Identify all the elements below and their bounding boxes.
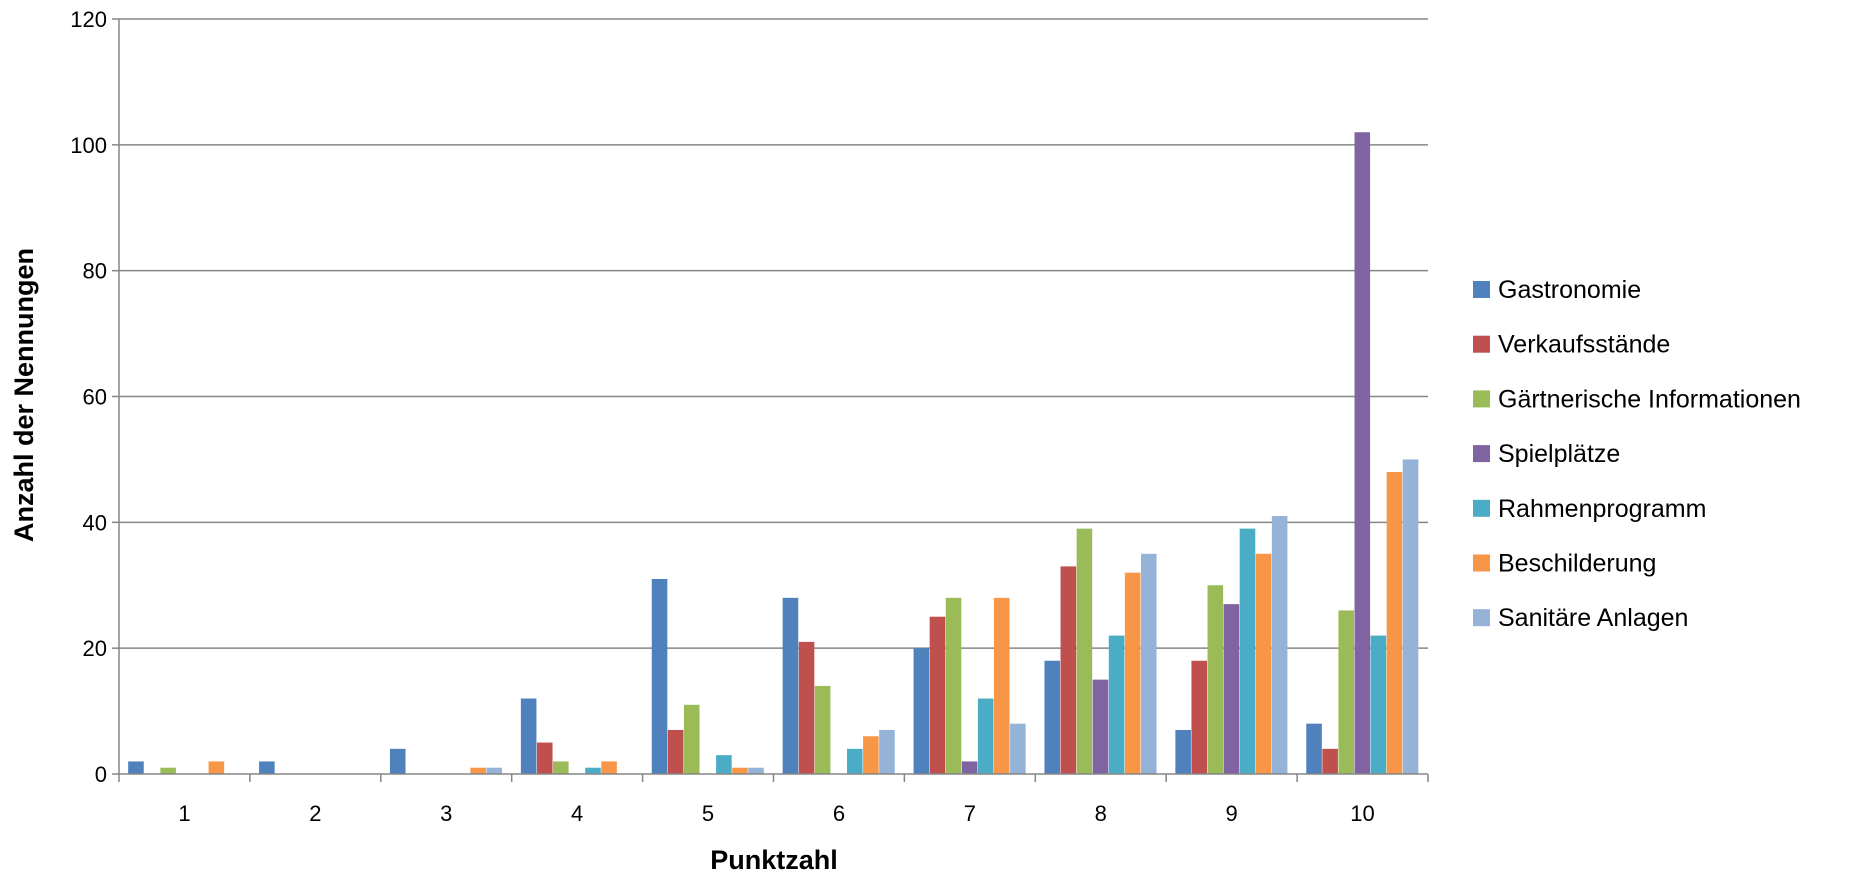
bar [1060, 566, 1077, 775]
legend-swatch [1473, 445, 1490, 463]
x-tick-label: 6 [833, 801, 845, 826]
bar [929, 616, 946, 774]
bar [1354, 132, 1371, 774]
bar [945, 597, 962, 774]
bar [1124, 572, 1141, 774]
legend-label: Spielplätze [1498, 440, 1620, 468]
bar [1044, 660, 1061, 774]
bar [1223, 604, 1240, 775]
legend-swatch [1473, 554, 1490, 572]
x-axis-title: Punktzahl [710, 845, 838, 875]
bar [585, 767, 601, 774]
bar [520, 698, 537, 774]
legend: Gastronomie Verkaufsstände Gärtnerische In… [1473, 276, 1801, 632]
bar [1108, 635, 1125, 774]
bar [1191, 660, 1208, 774]
x-tick-label: 2 [309, 801, 321, 826]
bars [128, 132, 1419, 775]
legend-label: Sanitäre Anlagen [1498, 604, 1688, 632]
bar [961, 761, 978, 774]
gridlines [119, 18, 1428, 649]
bar [259, 761, 275, 774]
bar [1402, 459, 1419, 774]
y-tick-label: 120 [70, 7, 107, 32]
x-tick-label: 7 [964, 801, 976, 826]
bar [1140, 553, 1157, 774]
bar [683, 704, 700, 774]
bar [601, 761, 617, 774]
legend-swatch [1473, 390, 1490, 408]
y-tick-label: 40 [83, 510, 107, 535]
bar [863, 736, 879, 774]
y-tick-label: 20 [83, 636, 107, 661]
legend-label: Gärtnerische Informationen [1498, 385, 1801, 413]
legend-label: Verkaufsstände [1498, 331, 1670, 359]
bar [1370, 635, 1387, 774]
y-tick-label: 0 [95, 762, 107, 787]
bar [651, 578, 668, 774]
bar [1386, 472, 1403, 774]
x-tick-label: 10 [1350, 801, 1374, 826]
x-tick-label: 4 [571, 801, 583, 826]
bar [798, 641, 815, 775]
legend-label: Gastronomie [1498, 276, 1641, 304]
bar [782, 597, 799, 774]
bar [536, 742, 553, 774]
x-tick-label: 8 [1095, 801, 1107, 826]
bar [1306, 723, 1322, 774]
legend-swatch [1473, 609, 1490, 627]
legend-swatch [1473, 499, 1490, 517]
legend-swatch [1473, 281, 1490, 298]
bar [879, 729, 895, 774]
bar [1239, 528, 1256, 775]
bar [553, 761, 569, 774]
y-tick-label: 60 [83, 385, 107, 410]
y-tick-labels: 0 20 40 60 80 100 120 [70, 7, 107, 787]
legend-label: Beschilderung [1498, 550, 1656, 578]
bar [1338, 610, 1355, 774]
x-tick-label: 1 [178, 801, 190, 826]
bar [1010, 723, 1026, 774]
bar [716, 755, 732, 775]
bar [208, 761, 225, 774]
bar [389, 748, 406, 774]
x-tick-label: 3 [440, 801, 452, 826]
bar [1092, 679, 1109, 775]
y-tick-label: 100 [70, 133, 107, 158]
bar [748, 767, 764, 774]
bar [977, 698, 994, 774]
y-tick-label: 80 [83, 259, 107, 284]
bar [128, 761, 144, 774]
bar [993, 597, 1010, 774]
x-tick-labels: 1 2 3 4 5 6 7 8 9 10 [178, 801, 1374, 826]
bar [1207, 585, 1224, 774]
x-tick-label: 9 [1226, 801, 1238, 826]
legend-label: Rahmenprogramm [1498, 495, 1706, 523]
y-axis-title: Anzahl der Nennungen [9, 248, 39, 542]
bar [486, 767, 503, 774]
bar [913, 648, 930, 774]
bar [470, 767, 486, 774]
legend-swatch [1473, 335, 1490, 353]
bar [1271, 516, 1288, 774]
bar [1076, 528, 1093, 775]
bar [732, 767, 748, 774]
x-tick-label: 5 [702, 801, 714, 826]
bar [846, 748, 863, 774]
bar [1255, 553, 1272, 774]
axes [112, 18, 1429, 782]
bar [814, 685, 831, 774]
bar [667, 729, 684, 774]
bar [1175, 729, 1191, 774]
bar [160, 767, 176, 774]
bar [1322, 748, 1338, 774]
